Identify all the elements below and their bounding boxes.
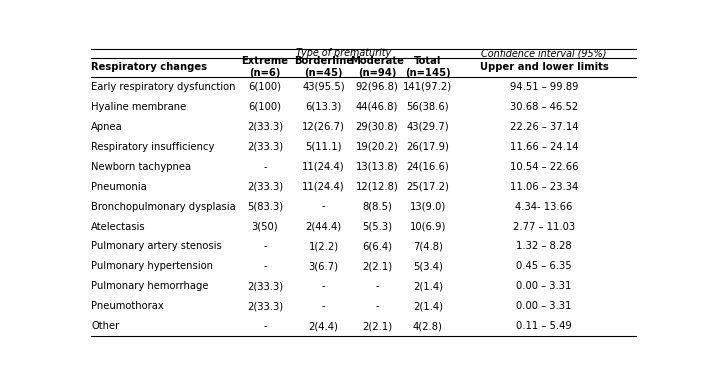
Text: -: - [322,202,326,211]
Text: Pulmonary artery stenosis: Pulmonary artery stenosis [91,241,222,252]
Text: Type of prematurity: Type of prematurity [296,48,392,58]
Text: 3(50): 3(50) [251,222,278,232]
Text: -: - [375,301,379,311]
Text: 12(26.7): 12(26.7) [302,122,345,132]
Text: 56(38.6): 56(38.6) [406,102,449,112]
Text: 19(20.2): 19(20.2) [355,142,398,152]
Text: -: - [263,261,267,271]
Text: Confidence interval (95%): Confidence interval (95%) [481,48,607,58]
Text: 1.32 – 8.28: 1.32 – 8.28 [516,241,572,252]
Text: 2(1.4): 2(1.4) [413,301,443,311]
Text: 1(2.2): 1(2.2) [309,241,338,252]
Text: 11.06 – 23.34: 11.06 – 23.34 [510,182,578,191]
Text: 30.68 – 46.52: 30.68 – 46.52 [510,102,578,112]
Text: -: - [263,241,267,252]
Text: 43(29.7): 43(29.7) [406,122,449,132]
Text: Upper and lower limits: Upper and lower limits [479,62,608,72]
Text: Newborn tachypnea: Newborn tachypnea [91,161,191,172]
Text: Respiratory insufficiency: Respiratory insufficiency [91,142,215,152]
Text: 4(2.8): 4(2.8) [413,321,442,331]
Text: 12(12.8): 12(12.8) [355,182,398,191]
Text: 26(17.9): 26(17.9) [406,142,450,152]
Text: Pulmonary hypertension: Pulmonary hypertension [91,261,213,271]
Text: 6(13.3): 6(13.3) [305,102,342,112]
Text: 2(33.3): 2(33.3) [247,282,283,291]
Text: 43(95.5): 43(95.5) [302,82,345,92]
Text: 0.11 – 5.49: 0.11 – 5.49 [516,321,572,331]
Text: Bronchopulmonary dysplasia: Bronchopulmonary dysplasia [91,202,236,211]
Text: 0.45 – 6.35: 0.45 – 6.35 [516,261,572,271]
Text: Pulmonary hemorrhage: Pulmonary hemorrhage [91,282,209,291]
Text: Pneumonia: Pneumonia [91,182,147,191]
Text: Total
(n=145): Total (n=145) [405,56,451,78]
Text: Respiratory changes: Respiratory changes [91,62,207,72]
Text: -: - [375,282,379,291]
Text: 141(97.2): 141(97.2) [404,82,452,92]
Text: 2(4.4): 2(4.4) [309,321,338,331]
Text: 2(33.3): 2(33.3) [247,182,283,191]
Text: 92(96.8): 92(96.8) [355,82,398,92]
Text: 5(83.3): 5(83.3) [247,202,283,211]
Text: 5(11.1): 5(11.1) [305,142,342,152]
Text: 2.77 – 11.03: 2.77 – 11.03 [513,222,575,232]
Text: 11(24.4): 11(24.4) [302,182,345,191]
Text: 5(3.4): 5(3.4) [413,261,442,271]
Text: 6(100): 6(100) [249,102,281,112]
Text: 4.34- 13.66: 4.34- 13.66 [515,202,573,211]
Text: 2(33.3): 2(33.3) [247,122,283,132]
Text: 0.00 – 3.31: 0.00 – 3.31 [516,301,571,311]
Text: Hyaline membrane: Hyaline membrane [91,102,186,112]
Text: -: - [322,301,326,311]
Text: 11.66 – 24.14: 11.66 – 24.14 [510,142,578,152]
Text: 94.51 – 99.89: 94.51 – 99.89 [510,82,578,92]
Text: 29(30.8): 29(30.8) [355,122,398,132]
Text: 44(46.8): 44(46.8) [355,102,398,112]
Text: Atelectasis: Atelectasis [91,222,146,232]
Text: -: - [322,282,326,291]
Text: Borderline
(n=45): Borderline (n=45) [294,56,353,78]
Text: 0.00 – 3.31: 0.00 – 3.31 [516,282,571,291]
Text: 2(44.4): 2(44.4) [306,222,342,232]
Text: 2(2.1): 2(2.1) [362,321,392,331]
Text: 2(33.3): 2(33.3) [247,301,283,311]
Text: Early respiratory dysfunction: Early respiratory dysfunction [91,82,236,92]
Text: 22.26 – 37.14: 22.26 – 37.14 [510,122,578,132]
Text: 11(24.4): 11(24.4) [302,161,345,172]
Text: Apnea: Apnea [91,122,123,132]
Text: 6(100): 6(100) [249,82,281,92]
Text: 24(16.6): 24(16.6) [406,161,450,172]
Text: 8(8.5): 8(8.5) [362,202,392,211]
Text: -: - [263,161,267,172]
Text: 2(2.1): 2(2.1) [362,261,392,271]
Text: 25(17.2): 25(17.2) [406,182,450,191]
Text: 3(6.7): 3(6.7) [309,261,338,271]
Text: 2(33.3): 2(33.3) [247,142,283,152]
Text: 2(1.4): 2(1.4) [413,282,443,291]
Text: 7(4.8): 7(4.8) [413,241,442,252]
Text: 13(9.0): 13(9.0) [410,202,446,211]
Text: Moderate
(n=94): Moderate (n=94) [350,56,404,78]
Text: 6(6.4): 6(6.4) [362,241,392,252]
Text: -: - [263,321,267,331]
Text: 10(6.9): 10(6.9) [410,222,446,232]
Text: 5(5.3): 5(5.3) [362,222,392,232]
Text: Pneumothorax: Pneumothorax [91,301,164,311]
Text: Extreme
(n=6): Extreme (n=6) [241,56,288,78]
Text: 13(13.8): 13(13.8) [355,161,398,172]
Text: 10.54 – 22.66: 10.54 – 22.66 [510,161,578,172]
Text: Other: Other [91,321,120,331]
